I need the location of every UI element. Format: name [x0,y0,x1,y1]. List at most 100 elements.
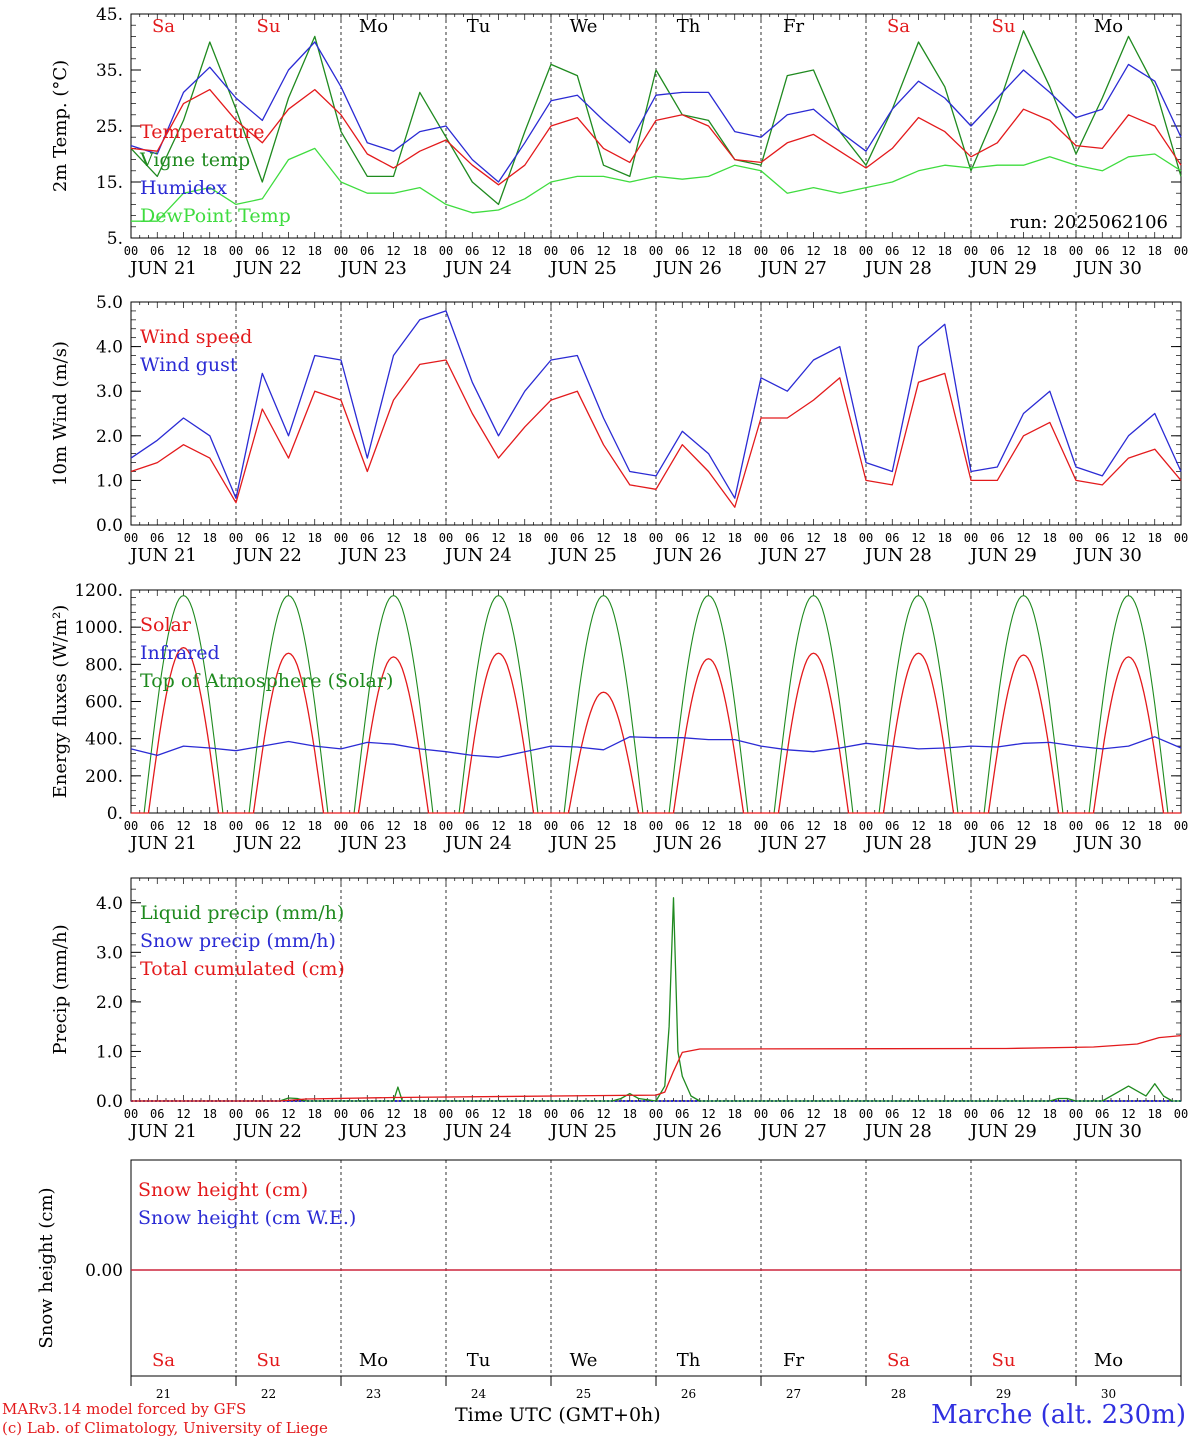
hour-tick-label: 18 [413,244,427,258]
day-label: JUN 26 [653,545,722,566]
weekday-label: Th [677,1350,701,1371]
hour-tick-label: 00 [124,531,138,545]
hour-tick-label: 06 [255,244,269,258]
hour-tick-label: 00 [649,819,663,833]
series-line-infrared [130,736,1182,758]
hour-tick-label: 12 [806,819,820,833]
hour-tick-label: 18 [623,531,637,545]
day-label: JUN 22 [233,833,302,854]
hour-tick-label: 12 [281,819,295,833]
y-tick-label: 5.0 [96,293,123,313]
hour-tick-label: 12 [701,244,715,258]
day-label: JUN 28 [863,833,932,854]
hour-tick-label: 18 [203,244,217,258]
y-tick-label: 800. [85,655,123,675]
hour-tick-label: 06 [1095,819,1109,833]
y-axis-label: Snow height (cm) [36,1187,57,1348]
hour-tick-label: 18 [623,819,637,833]
hour-tick-label: 00 [229,1107,243,1121]
hour-tick-label: 06 [360,819,374,833]
hour-tick-label: 06 [780,244,794,258]
hour-tick-label: 12 [1121,1107,1135,1121]
hour-tick-label: 12 [596,244,610,258]
day-label: JUN 27 [758,545,827,566]
hour-tick-label: 00 [649,531,663,545]
hour-tick-label: 18 [833,819,847,833]
day-label: JUN 24 [443,833,512,854]
day-label: JUN 21 [128,258,197,279]
hour-tick-label: 12 [1016,531,1030,545]
hour-tick-label: 00 [544,244,558,258]
hour-tick-label: 00 [964,244,978,258]
hour-tick-label: 06 [150,531,164,545]
hour-tick-label: 00 [544,1107,558,1121]
hour-tick-label: 00 [124,1107,138,1121]
y-tick-label: 200. [85,767,123,787]
y-axis-label: 2m Temp. (°C) [50,60,71,192]
hour-tick-label: 18 [518,244,532,258]
y-tick-label: 4.0 [96,894,123,914]
hour-tick-label: 12 [176,1107,190,1121]
panel-temperature: 5. 15. 25. 35. 45. 2m Temp. (°C) Temperature Vi… [50,5,1188,279]
panel-snow: 0.00 Snow height (cm) Snow height (cm) Snow… [36,1159,1182,1401]
hour-tick-label: 12 [491,819,505,833]
y-tick-label: 400. [85,730,123,750]
hour-tick-label: 00 [1069,531,1083,545]
weekday-label: Fr [783,1350,804,1371]
day-number-label: 27 [786,1387,801,1401]
legend-entry: Liquid precip (mm/h) [140,902,344,924]
hour-tick-label: 18 [308,244,322,258]
series-line-solar [131,646,1181,814]
day-number-label: 21 [156,1387,171,1401]
hour-tick-label: 06 [780,531,794,545]
model-credit-line1: MARv3.14 model forced by GFS [2,1400,247,1418]
day-number-label: 28 [891,1387,906,1401]
y-tick-label: 1200. [74,581,123,601]
y-axis-label: Energy fluxes (W/m²) [50,605,71,799]
legend-entry: Total cumulated (cm) [140,958,345,980]
hour-tick-label: 12 [806,531,820,545]
hour-tick-label: 18 [1148,244,1162,258]
hour-tick-label: 00 [1174,1107,1188,1121]
hour-tick-label: 00 [754,1107,768,1121]
day-label: JUN 25 [548,833,617,854]
hour-tick-label: 06 [465,1107,479,1121]
hour-tick-label: 00 [964,531,978,545]
day-number-label: 25 [576,1387,591,1401]
hour-tick-label: 18 [1043,819,1057,833]
day-label: JUN 27 [758,833,827,854]
hour-tick-label: 18 [1043,1107,1057,1121]
y-tick-label: 2.0 [96,427,123,447]
series-line-liquid [131,897,1181,1102]
day-label: JUN 21 [128,833,197,854]
hour-tick-label: 00 [964,819,978,833]
hour-tick-label: 12 [1121,244,1135,258]
hour-tick-label: 12 [701,819,715,833]
series-line-humidex [130,41,1182,183]
hour-tick-label: 18 [1043,244,1057,258]
weekday-label: Su [992,16,1016,37]
hour-tick-label: 06 [150,819,164,833]
day-label: JUN 28 [863,1121,932,1142]
day-number-label: 29 [996,1387,1011,1401]
hour-tick-label: 06 [780,819,794,833]
y-tick-label: 0.0 [96,516,123,536]
hour-tick-label: 12 [1016,244,1030,258]
hour-tick-label: 18 [203,531,217,545]
hour-tick-label: 12 [176,819,190,833]
hour-tick-label: 12 [281,244,295,258]
hour-tick-label: 06 [465,531,479,545]
hour-tick-label: 12 [386,244,400,258]
series-line-dewpoint-temp [131,147,1182,222]
hour-tick-label: 12 [176,531,190,545]
day-number-label: 24 [471,1387,487,1401]
weekday-label: We [570,16,598,37]
hour-tick-label: 00 [439,244,453,258]
y-tick-label: 5. [107,229,123,249]
day-number-label: 26 [681,1387,696,1401]
hour-tick-label: 00 [859,531,873,545]
hour-tick-label: 12 [281,1107,295,1121]
hour-tick-label: 12 [806,1107,820,1121]
day-label: JUN 29 [968,545,1037,566]
hour-tick-label: 18 [728,531,742,545]
